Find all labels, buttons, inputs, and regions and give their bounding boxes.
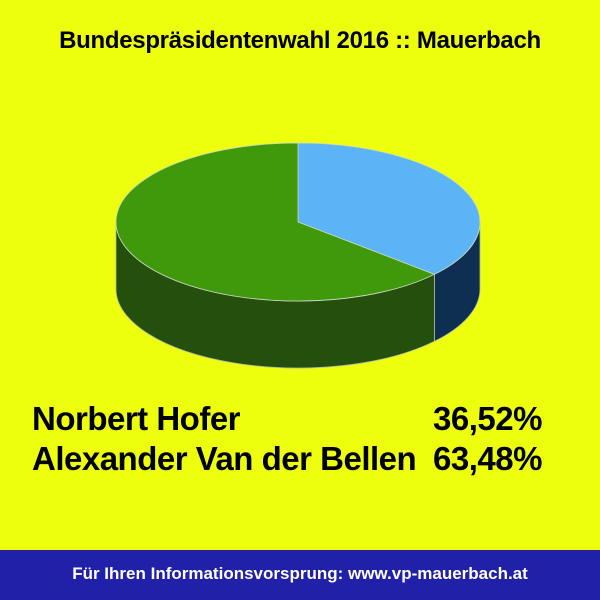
chart-title: Bundespräsidentenwahl 2016 :: Mauerbach [59, 27, 541, 54]
candidate-name: Norbert Hofer [32, 400, 241, 437]
result-row-van-der-bellen: Alexander Van der Bellen 63,48% [32, 440, 552, 480]
pie-slice-norbert-hofer [297, 142, 481, 275]
pie-slice-alexander-van-der-bellen [115, 142, 436, 302]
candidate-percentage: 36,52% [433, 400, 542, 437]
candidate-name: Alexander Van der Bellen [32, 440, 417, 477]
footer-text[interactable]: Für Ihren Informationsvorsprung: www.vp-… [72, 564, 528, 583]
candidate-percentage: 63,48% [433, 440, 542, 477]
result-row-hofer: Norbert Hofer 36,52% [32, 400, 552, 440]
footer-bar: Für Ihren Informationsvorsprung: www.vp-… [0, 550, 600, 600]
